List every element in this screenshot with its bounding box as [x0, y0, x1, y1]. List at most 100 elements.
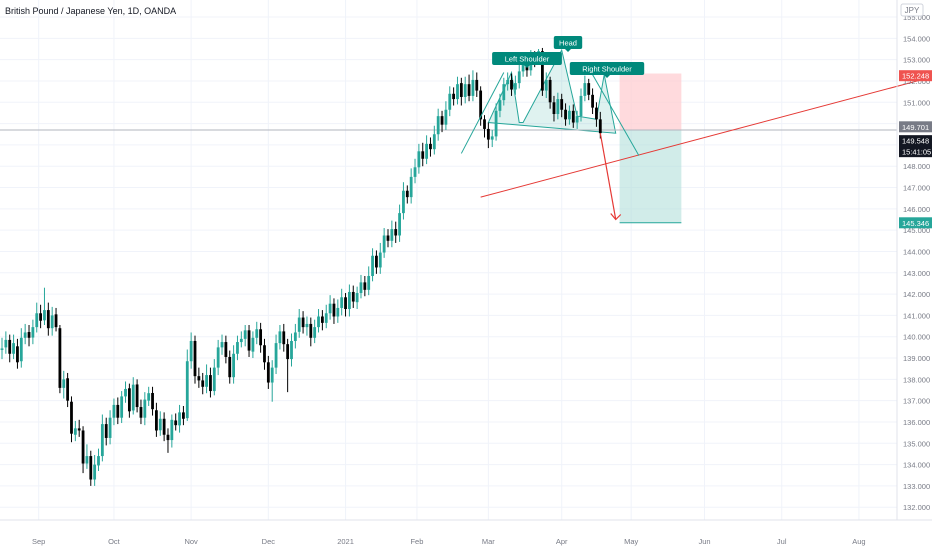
candle[interactable]: [259, 322, 263, 353]
candle[interactable]: [432, 125, 436, 155]
candle[interactable]: [429, 137, 432, 157]
candle[interactable]: [270, 360, 274, 402]
candle[interactable]: [556, 92, 560, 120]
candle[interactable]: [506, 72, 510, 91]
candle[interactable]: [50, 306, 54, 336]
candle[interactable]: [16, 338, 19, 369]
candle[interactable]: [313, 319, 317, 344]
candle[interactable]: [444, 101, 448, 130]
candle[interactable]: [182, 405, 185, 426]
candle[interactable]: [348, 284, 351, 317]
candle[interactable]: [104, 417, 108, 446]
candle[interactable]: [189, 332, 193, 369]
candle[interactable]: [185, 349, 189, 421]
candle[interactable]: [309, 317, 313, 347]
candle[interactable]: [46, 302, 50, 336]
candle[interactable]: [336, 299, 340, 323]
candle[interactable]: [332, 298, 336, 324]
candle[interactable]: [112, 398, 116, 426]
candle[interactable]: [39, 304, 42, 329]
candle[interactable]: [436, 108, 440, 141]
candle[interactable]: [394, 221, 398, 243]
candle[interactable]: [232, 345, 235, 384]
candle[interactable]: [490, 130, 494, 148]
candle[interactable]: [575, 110, 579, 129]
candle[interactable]: [216, 339, 220, 376]
candle[interactable]: [293, 323, 297, 349]
candle[interactable]: [89, 450, 93, 486]
candle[interactable]: [498, 93, 502, 118]
candle[interactable]: [355, 286, 359, 310]
candle[interactable]: [274, 334, 278, 375]
candle[interactable]: [209, 367, 212, 398]
candle[interactable]: [351, 285, 355, 308]
candle[interactable]: [375, 250, 378, 274]
candle[interactable]: [409, 168, 413, 204]
candle[interactable]: [359, 274, 363, 299]
candle[interactable]: [513, 75, 517, 95]
candle[interactable]: [595, 102, 598, 127]
candle[interactable]: [201, 372, 205, 395]
candle[interactable]: [162, 412, 166, 442]
candle[interactable]: [62, 370, 66, 399]
candle[interactable]: [120, 391, 124, 424]
candle[interactable]: [124, 381, 127, 403]
candle[interactable]: [127, 383, 131, 418]
candle[interactable]: [282, 323, 286, 352]
candle[interactable]: [43, 287, 46, 325]
candle[interactable]: [402, 182, 405, 220]
candle[interactable]: [93, 455, 97, 486]
candle[interactable]: [228, 350, 232, 384]
candle[interactable]: [544, 72, 548, 99]
candle[interactable]: [421, 142, 425, 167]
candle[interactable]: [266, 355, 270, 389]
candle[interactable]: [178, 404, 181, 433]
candle[interactable]: [155, 402, 158, 437]
candle[interactable]: [344, 293, 347, 317]
candle[interactable]: [452, 87, 456, 106]
candle[interactable]: [328, 295, 332, 320]
candle[interactable]: [193, 335, 197, 384]
candle[interactable]: [247, 325, 251, 357]
candle[interactable]: [166, 428, 170, 453]
candle[interactable]: [317, 309, 320, 333]
candle[interactable]: [197, 367, 201, 388]
candle[interactable]: [297, 309, 301, 338]
candle[interactable]: [139, 399, 143, 425]
candle[interactable]: [81, 426, 85, 474]
candle[interactable]: [440, 110, 444, 133]
candle[interactable]: [467, 74, 471, 102]
candle[interactable]: [97, 448, 100, 471]
candle[interactable]: [486, 122, 490, 149]
candle[interactable]: [301, 311, 305, 334]
price-axis[interactable]: 132.000 133.000 134.000 135.000 136.000 137.0…: [903, 13, 930, 512]
candle[interactable]: [251, 331, 255, 359]
candle[interactable]: [54, 307, 58, 332]
candle[interactable]: [0, 337, 4, 360]
candle[interactable]: [363, 275, 367, 297]
candle[interactable]: [571, 104, 575, 128]
candle[interactable]: [386, 229, 390, 248]
candle[interactable]: [236, 335, 239, 361]
candle[interactable]: [85, 444, 89, 469]
candle[interactable]: [66, 372, 70, 408]
candle[interactable]: [8, 334, 12, 363]
candle[interactable]: [568, 105, 571, 125]
candle[interactable]: [212, 359, 216, 396]
candle[interactable]: [143, 392, 147, 426]
candle[interactable]: [147, 386, 151, 406]
candle[interactable]: [471, 70, 475, 102]
candle[interactable]: [73, 420, 77, 442]
candle[interactable]: [116, 397, 120, 425]
candle[interactable]: [108, 410, 112, 445]
candle[interactable]: [583, 75, 587, 102]
candle[interactable]: [413, 158, 417, 184]
time-axis[interactable]: Sep Oct Nov Dec 2021 Feb Mar Apr May Jun Jul Aug: [32, 537, 866, 546]
candle[interactable]: [23, 323, 27, 345]
candle[interactable]: [517, 63, 521, 89]
candle[interactable]: [405, 185, 409, 204]
candle[interactable]: [151, 386, 154, 416]
candle[interactable]: [100, 414, 104, 462]
candle[interactable]: [31, 319, 35, 345]
